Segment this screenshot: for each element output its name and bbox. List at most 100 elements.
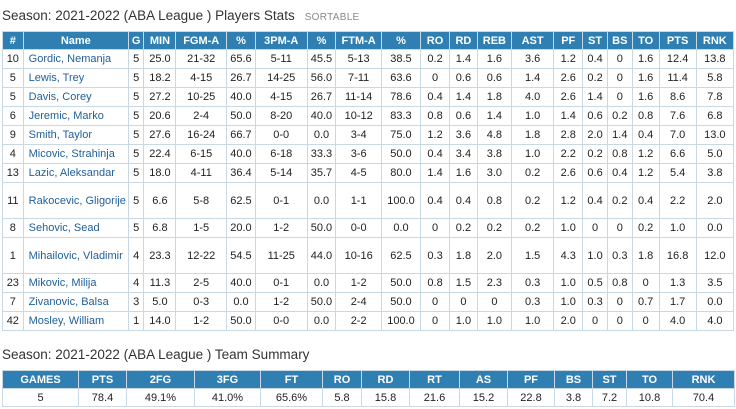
stat-cell: 1.3 bbox=[658, 273, 697, 293]
column-header[interactable]: BS bbox=[606, 31, 633, 50]
stat-cell: 10-12 bbox=[335, 106, 382, 126]
stat-cell: 4 bbox=[127, 273, 145, 293]
stat-cell: 0.4 bbox=[420, 87, 450, 107]
column-header[interactable]: FTM-A bbox=[335, 31, 382, 50]
column-header[interactable]: G bbox=[127, 31, 145, 50]
player-name-link[interactable]: Lazic, Aleksandar bbox=[22, 163, 129, 183]
stat-cell: 75.0 bbox=[380, 125, 422, 145]
table-row: 8 Sehovic, Sead 5 6.8 1-5 20.0 1-2 50.0 0-0 0.0 0 0… bbox=[2, 218, 735, 238]
stat-cell: 80.0 bbox=[380, 163, 422, 183]
stat-cell: 0 bbox=[420, 292, 450, 312]
stat-cell: 1.4 bbox=[449, 49, 478, 69]
stat-cell: 7.8 bbox=[695, 87, 735, 107]
team-stat-cell: 5.8 bbox=[322, 388, 362, 407]
player-name-link[interactable]: Micovic, Strahinja bbox=[22, 144, 129, 164]
column-header[interactable]: PTS bbox=[658, 31, 697, 50]
stat-cell: 1.5 bbox=[510, 237, 555, 274]
stat-cell: 0.0 bbox=[695, 292, 735, 312]
stat-cell: 6-15 bbox=[175, 144, 228, 164]
column-header[interactable]: # bbox=[2, 31, 24, 50]
team-stat-cell: 70.4 bbox=[672, 388, 735, 407]
stat-cell: 0.4 bbox=[420, 144, 450, 164]
column-header[interactable]: % bbox=[226, 31, 256, 50]
stat-cell: 0.4 bbox=[420, 182, 450, 219]
column-header[interactable]: 3PM-A bbox=[254, 31, 308, 50]
stat-cell: 25.0 bbox=[143, 49, 177, 69]
team-stat-cell: 10.8 bbox=[626, 388, 673, 407]
stat-cell: 1.4 bbox=[420, 163, 450, 183]
table-row: 7 Zivanovic, Balsa 3 5.0 0-3 0.0 1-2 50.0 2-4 50.… bbox=[2, 292, 735, 312]
player-name-link[interactable]: Sehovic, Sead bbox=[22, 218, 129, 238]
stat-cell: 1.0 bbox=[510, 311, 555, 331]
column-header[interactable]: % bbox=[380, 31, 422, 50]
stat-cell: 23.3 bbox=[143, 237, 177, 274]
stat-cell: 0.2 bbox=[582, 144, 608, 164]
stat-cell: 3 bbox=[127, 292, 145, 312]
stat-cell: 1.7 bbox=[658, 292, 697, 312]
stat-cell: 0.3 bbox=[510, 273, 555, 293]
stat-cell: 50.0 bbox=[380, 273, 422, 293]
column-header[interactable]: AST bbox=[510, 31, 555, 50]
stat-cell: 6 bbox=[2, 106, 24, 126]
player-name-link[interactable]: Rakocevic, Gligorije bbox=[22, 182, 129, 219]
stat-cell: 0.2 bbox=[510, 218, 555, 238]
column-header[interactable]: FGM-A bbox=[175, 31, 228, 50]
player-name-link[interactable]: Jeremic, Marko bbox=[22, 106, 129, 126]
column-header[interactable]: % bbox=[306, 31, 337, 50]
stat-cell: 0.4 bbox=[582, 49, 608, 69]
stat-cell: 16.8 bbox=[658, 237, 697, 274]
stat-cell: 2.0 bbox=[476, 237, 512, 274]
player-name-link[interactable]: Davis, Corey bbox=[22, 87, 129, 107]
stat-cell: 0.7 bbox=[631, 292, 660, 312]
column-header[interactable]: MIN bbox=[143, 31, 177, 50]
table-row: 23 Mikovic, Milija 4 11.3 2-5 40.0 0-1 0.0 1-2 50… bbox=[2, 273, 735, 293]
stat-cell: 9 bbox=[2, 125, 24, 145]
player-name-link[interactable]: Smith, Taylor bbox=[22, 125, 129, 145]
table-row: 10 Gordic, Nemanja 5 25.0 21-32 65.6 5-11 45.5 5… bbox=[2, 49, 735, 69]
stat-cell: 0.8 bbox=[420, 273, 450, 293]
team-column-header: AS bbox=[459, 370, 508, 389]
stat-cell: 7 bbox=[2, 292, 24, 312]
column-header[interactable]: ST bbox=[582, 31, 608, 50]
stat-cell: 0 bbox=[476, 292, 512, 312]
player-name-link[interactable]: Mikovic, Milija bbox=[22, 273, 129, 293]
stat-cell: 0.2 bbox=[606, 182, 633, 219]
table-row: 5 Davis, Corey 5 27.2 10-25 40.0 4-15 26.7 11-14… bbox=[2, 87, 735, 107]
team-stat-cell: 65.6% bbox=[260, 388, 323, 407]
stat-cell: 2-5 bbox=[175, 273, 228, 293]
table-row: 13 Lazic, Aleksandar 5 18.0 4-11 36.4 5-14 35.7… bbox=[2, 163, 735, 183]
column-header[interactable]: PF bbox=[553, 31, 584, 50]
table-row: 4 Micovic, Strahinja 5 22.4 6-15 40.0 6-18 33.3… bbox=[2, 144, 735, 164]
stat-cell: 5 bbox=[127, 87, 145, 107]
stat-cell: 0-0 bbox=[335, 218, 382, 238]
stat-cell: 5 bbox=[127, 68, 145, 88]
player-name-link[interactable]: Mihailovic, Vladimir bbox=[22, 237, 129, 274]
team-stat-cell: 22.8 bbox=[507, 388, 555, 407]
stat-cell: 0 bbox=[631, 311, 660, 331]
stat-cell: 36.4 bbox=[226, 163, 256, 183]
column-header[interactable]: RNK bbox=[695, 31, 735, 50]
stat-cell: 7.0 bbox=[658, 125, 697, 145]
stat-cell: 6.8 bbox=[143, 218, 177, 238]
stat-cell: 0 bbox=[606, 49, 633, 69]
player-name-link[interactable]: Mosley, William bbox=[22, 311, 129, 331]
column-header[interactable]: RO bbox=[420, 31, 450, 50]
stat-cell: 40.0 bbox=[226, 144, 256, 164]
stat-cell: 1.0 bbox=[658, 218, 697, 238]
stat-cell: 8 bbox=[2, 218, 24, 238]
stat-cell: 0 bbox=[606, 311, 633, 331]
player-name-link[interactable]: Lewis, Trey bbox=[22, 68, 129, 88]
stat-cell: 13 bbox=[2, 163, 24, 183]
stat-cell: 0.4 bbox=[606, 163, 633, 183]
stat-cell: 1.2 bbox=[631, 144, 660, 164]
player-name-link[interactable]: Zivanovic, Balsa bbox=[22, 292, 129, 312]
player-name-link[interactable]: Gordic, Nemanja bbox=[22, 49, 129, 69]
team-column-header: ST bbox=[592, 370, 627, 389]
column-header[interactable]: TO bbox=[631, 31, 660, 50]
stat-cell: 3-4 bbox=[335, 125, 382, 145]
column-header[interactable]: RD bbox=[449, 31, 478, 50]
column-header[interactable]: Name bbox=[22, 31, 129, 50]
stat-cell: 1.0 bbox=[510, 144, 555, 164]
stat-cell: 1 bbox=[127, 311, 145, 331]
column-header[interactable]: REB bbox=[476, 31, 512, 50]
